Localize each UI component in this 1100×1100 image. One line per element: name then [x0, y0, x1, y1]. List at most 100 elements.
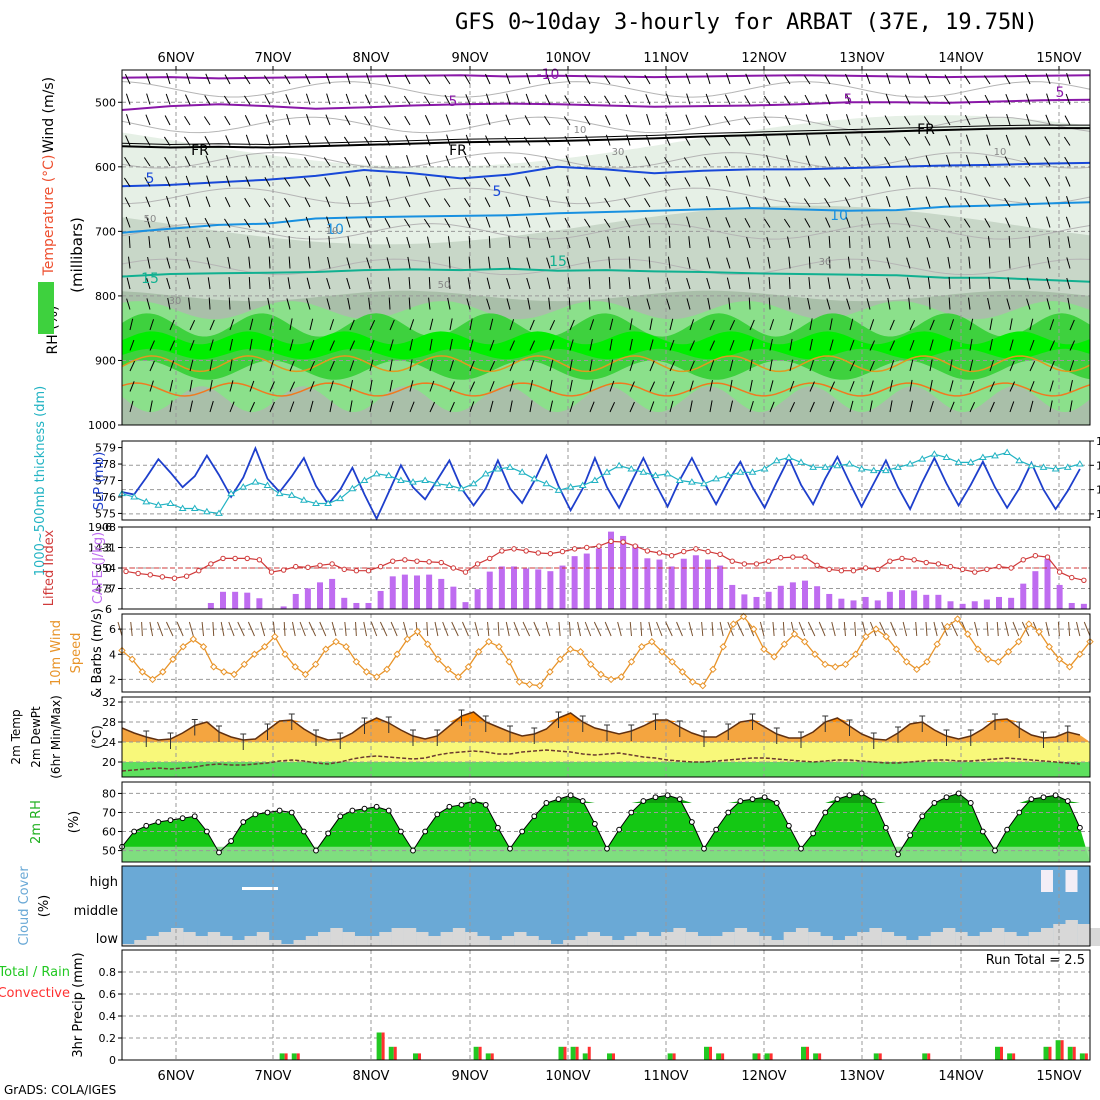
- wind-barb: [609, 338, 613, 351]
- cloud-low-bar: [697, 936, 711, 946]
- wind-speed-marker: [271, 632, 279, 641]
- thickness-marker: [663, 469, 672, 477]
- precip-total-bar: [279, 1053, 285, 1060]
- wind-barb: [969, 318, 974, 331]
- cape-bar: [971, 601, 978, 609]
- wind-barb: [389, 400, 394, 413]
- wind-speed-marker: [994, 658, 1002, 666]
- wind-barb: [869, 400, 873, 413]
- cloud-low-bar: [1016, 936, 1029, 946]
- precip-convective-bar: [709, 1046, 712, 1060]
- lifted-index-marker: [947, 563, 954, 570]
- wind-barb: [829, 318, 833, 331]
- wind-barb: [685, 114, 691, 126]
- wind-barb: [186, 236, 191, 249]
- wind-barb: [1049, 360, 1055, 372]
- cape-bar: [886, 591, 893, 609]
- wind-speed-marker: [281, 650, 289, 658]
- wind-barb: [1008, 236, 1011, 249]
- wind-barb: [759, 621, 765, 637]
- wind-barb: [565, 196, 571, 208]
- wind-barb: [220, 621, 225, 637]
- cloud-low-bar: [906, 940, 919, 946]
- wind-barb: [985, 155, 991, 167]
- wind-barb: [925, 621, 928, 637]
- thickness-marker: [930, 450, 939, 457]
- wind-speed-marker: [189, 635, 198, 643]
- wind-barb: [564, 95, 571, 105]
- wind-barb: [148, 236, 151, 249]
- wind-barb: [149, 380, 154, 392]
- wind-barb: [1069, 400, 1073, 413]
- thickness-marker: [469, 479, 478, 487]
- rh-marker: [579, 798, 586, 804]
- wind-barb: [249, 359, 254, 372]
- wind-barb: [745, 196, 751, 208]
- cloud-low-bar: [881, 932, 895, 946]
- cape-bar: [1008, 597, 1015, 609]
- run-total-label: Run Total = 2.5: [986, 953, 1085, 968]
- cloud-low-bar: [930, 932, 944, 946]
- cloud-low-bar: [220, 936, 233, 946]
- y-tick-label: -3: [101, 542, 112, 555]
- wind-barb: [629, 621, 632, 637]
- precip-total-bar: [1055, 1040, 1061, 1060]
- wind-barb: [1029, 400, 1034, 413]
- cloud-low-bar: [1053, 924, 1066, 946]
- wind-barb: [184, 115, 191, 126]
- wind-barb: [766, 155, 771, 167]
- rh-marker: [179, 815, 186, 822]
- wind-barb: [497, 621, 500, 637]
- cape-bar: [583, 553, 590, 609]
- contour-label: 15: [141, 271, 159, 287]
- wind-barb: [1066, 257, 1071, 269]
- wind-barb: [943, 95, 951, 105]
- wind-barb: [623, 198, 631, 208]
- cape-bar: [353, 602, 360, 609]
- lifted-index-marker: [996, 563, 1002, 570]
- wind-barb: [424, 75, 431, 85]
- cape-bar: [341, 597, 348, 609]
- wind-barb: [949, 319, 955, 331]
- wind-barb: [144, 177, 151, 187]
- rh-marker: [567, 792, 574, 799]
- precip-convective-bar: [878, 1053, 882, 1060]
- cloud-low-bar: [612, 940, 625, 946]
- wind-barb: [784, 114, 791, 126]
- wind-barb: [849, 360, 856, 372]
- wind-barb: [989, 401, 995, 413]
- wind-barb: [1025, 73, 1031, 85]
- contour-label: 15: [549, 254, 567, 270]
- wind-speed-marker: [800, 637, 809, 646]
- wind-barb: [349, 400, 353, 413]
- date-label-bottom: 15NOV: [1036, 1069, 1081, 1084]
- wind-speed-marker: [383, 665, 391, 674]
- wind-barb: [284, 197, 291, 208]
- wind-barb: [486, 277, 491, 290]
- wind-barb: [984, 218, 991, 228]
- y-tick-label: 28: [102, 716, 116, 729]
- wind-barb: [889, 400, 893, 413]
- wind-barb: [189, 319, 196, 331]
- cloud-low-bar: [587, 932, 601, 946]
- wind-barb: [267, 236, 271, 249]
- lifted-index-marker: [402, 557, 408, 563]
- wind-barb: [169, 319, 175, 331]
- cape-bar: [535, 569, 542, 609]
- wind-speed-marker: [678, 668, 687, 676]
- thickness-marker: [275, 489, 284, 497]
- wind-barb: [285, 134, 291, 146]
- rh-marker: [531, 813, 538, 820]
- wind-barb: [146, 216, 151, 228]
- thickness-marker: [578, 481, 587, 488]
- rh-marker: [482, 801, 489, 808]
- wind-barb: [624, 218, 631, 228]
- wind-barb: [944, 218, 951, 228]
- wind-barb: [824, 156, 831, 167]
- wind-barb: [369, 379, 373, 392]
- wind-barb: [864, 177, 871, 187]
- wind-barb: [384, 135, 391, 146]
- wind-speed-marker: [699, 682, 707, 690]
- cloud-low-bar: [465, 932, 478, 946]
- wind-barb: [165, 176, 171, 187]
